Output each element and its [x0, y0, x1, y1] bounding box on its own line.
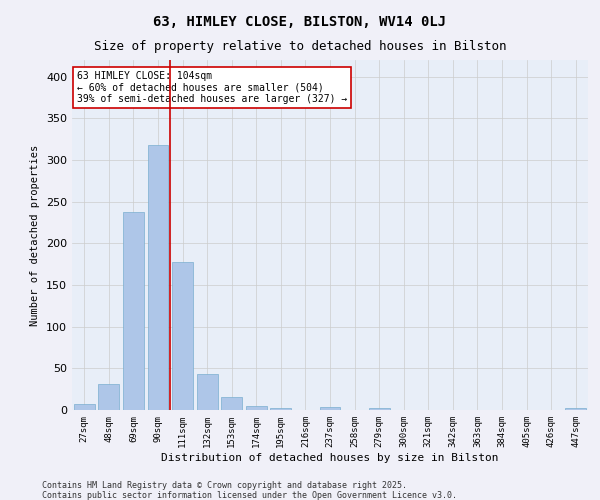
Bar: [368, 408, 389, 410]
Bar: [271, 408, 292, 410]
Bar: [172, 262, 193, 410]
Text: 63, HIMLEY CLOSE, BILSTON, WV14 0LJ: 63, HIMLEY CLOSE, BILSTON, WV14 0LJ: [154, 15, 446, 29]
Bar: [320, 406, 340, 410]
Bar: [246, 406, 267, 410]
Text: Contains public sector information licensed under the Open Government Licence v3: Contains public sector information licen…: [42, 491, 457, 500]
Y-axis label: Number of detached properties: Number of detached properties: [31, 144, 40, 326]
Bar: [565, 408, 586, 410]
Bar: [148, 145, 169, 410]
Bar: [74, 404, 95, 410]
Text: Size of property relative to detached houses in Bilston: Size of property relative to detached ho…: [94, 40, 506, 53]
Bar: [197, 374, 218, 410]
X-axis label: Distribution of detached houses by size in Bilston: Distribution of detached houses by size …: [161, 452, 499, 462]
Bar: [123, 212, 144, 410]
Text: 63 HIMLEY CLOSE: 104sqm
← 60% of detached houses are smaller (504)
39% of semi-d: 63 HIMLEY CLOSE: 104sqm ← 60% of detache…: [77, 70, 347, 104]
Text: Contains HM Land Registry data © Crown copyright and database right 2025.: Contains HM Land Registry data © Crown c…: [42, 481, 407, 490]
Bar: [221, 396, 242, 410]
Bar: [98, 384, 119, 410]
